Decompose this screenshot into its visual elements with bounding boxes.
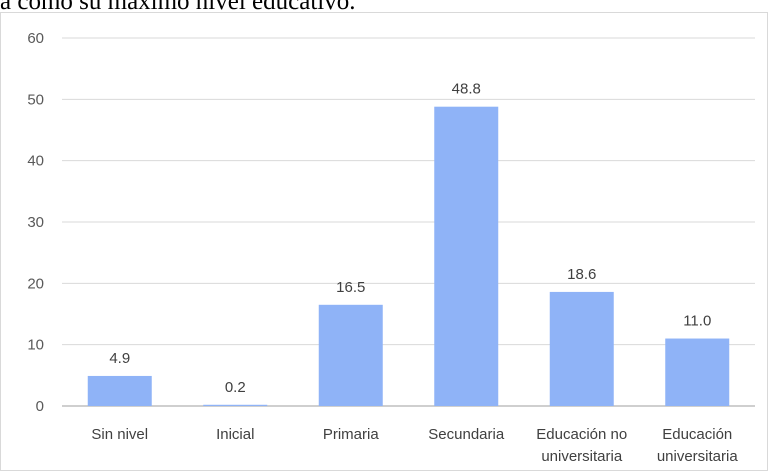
x-tick-label: Inicial	[216, 426, 254, 443]
y-tick-label: 20	[27, 275, 44, 292]
cropped-caption-text: a como su máximo nivel educativo.	[0, 0, 356, 15]
y-tick-label: 30	[27, 214, 44, 231]
y-tick-label: 50	[27, 91, 44, 108]
data-label: 48.8	[452, 81, 481, 98]
data-label: 4.9	[109, 350, 130, 367]
y-tick-label: 10	[27, 337, 44, 354]
chart-frame	[0, 12, 768, 471]
bar	[318, 304, 383, 406]
y-tick-label: 0	[36, 398, 44, 415]
x-tick-label: Primaria	[323, 426, 379, 443]
x-tick-label: Educación no	[536, 426, 627, 443]
bar	[203, 404, 268, 406]
x-tick-label: universitaria	[657, 448, 739, 465]
data-label: 0.2	[225, 379, 246, 396]
data-label: 18.6	[567, 266, 596, 283]
x-tick-label: Sin nivel	[91, 426, 148, 443]
bar	[549, 291, 614, 406]
x-tick-label: Educación	[662, 426, 732, 443]
y-tick-label: 60	[27, 30, 44, 47]
bar	[434, 106, 499, 407]
bar	[87, 375, 152, 406]
x-tick-label: Secundaria	[428, 426, 505, 443]
bar	[665, 338, 730, 406]
x-tick-label: universitaria	[541, 448, 623, 465]
data-label: 11.0	[683, 313, 711, 330]
data-label: 16.5	[336, 279, 365, 296]
y-tick-label: 40	[27, 153, 44, 170]
